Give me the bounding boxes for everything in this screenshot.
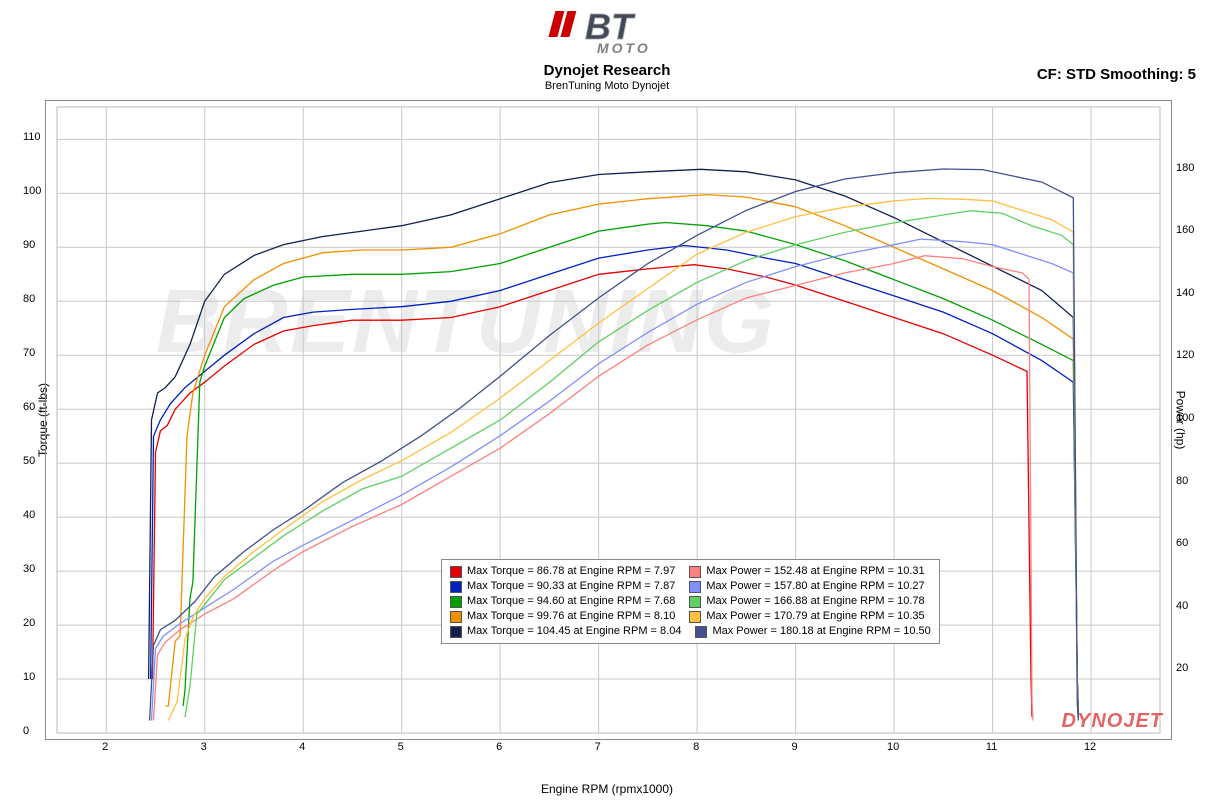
logo-moto-text: MOTO — [597, 40, 651, 55]
legend-row: Max Torque = 104.45 at Engine RPM = 8.04… — [450, 624, 931, 639]
axis-tick: 3 — [201, 741, 207, 753]
axis-tick: 60 — [23, 401, 35, 413]
torque-1 — [153, 265, 1033, 717]
axis-tick: 100 — [23, 185, 41, 197]
axis-tick: 90 — [23, 239, 35, 251]
torque-2 — [151, 246, 1079, 717]
legend-torque-text: Max Torque = 104.45 at Engine RPM = 8.04 — [467, 624, 681, 639]
axis-tick: 40 — [23, 509, 35, 521]
legend-power-text: Max Power = 170.79 at Engine RPM = 10.35 — [706, 609, 924, 624]
legend-torque-text: Max Torque = 99.76 at Engine RPM = 8.10 — [467, 609, 675, 624]
axis-tick: 80 — [1176, 475, 1188, 487]
bt-moto-logo: BT MOTO — [535, 5, 685, 60]
plot-frame: BRENTUNING Max Torque = 86.78 at Engine … — [45, 100, 1172, 740]
axis-tick: 120 — [1176, 349, 1194, 361]
x-axis-label: Engine RPM (rpmx1000) — [0, 782, 1214, 796]
legend-row: Max Torque = 94.60 at Engine RPM = 7.68 M… — [450, 594, 931, 609]
axis-tick: 5 — [398, 741, 404, 753]
legend-swatch — [689, 596, 701, 608]
axis-tick: 70 — [23, 347, 35, 359]
cf-smoothing-label: CF: STD Smoothing: 5 — [1037, 66, 1196, 83]
axis-tick: 50 — [23, 455, 35, 467]
legend-swatch — [689, 581, 701, 593]
legend-power-text: Max Power = 180.18 at Engine RPM = 10.50 — [712, 624, 930, 639]
legend-row: Max Torque = 86.78 at Engine RPM = 7.97 M… — [450, 564, 931, 579]
legend-swatch — [689, 611, 701, 623]
legend-swatch — [450, 596, 462, 608]
axis-tick: 10 — [887, 741, 899, 753]
axis-tick: 40 — [1176, 600, 1188, 612]
page-root: BT MOTO Dynojet Research BrenTuning Moto… — [0, 0, 1214, 802]
legend-row: Max Torque = 99.76 at Engine RPM = 8.10 M… — [450, 609, 931, 624]
legend-swatch — [689, 566, 701, 578]
legend-swatch — [450, 611, 462, 623]
axis-tick: 4 — [299, 741, 305, 753]
axis-tick: 9 — [792, 741, 798, 753]
axis-tick: 11 — [986, 741, 997, 753]
chart-title: Dynojet Research — [0, 62, 1214, 79]
legend-swatch — [695, 626, 707, 638]
legend-power-text: Max Power = 166.88 at Engine RPM = 10.78 — [706, 594, 924, 609]
axis-tick: 160 — [1176, 224, 1194, 236]
axis-tick: 100 — [1176, 412, 1194, 424]
dynojet-watermark: DYNOJET — [1062, 710, 1163, 733]
power-1 — [154, 256, 1034, 721]
axis-tick: 60 — [1176, 537, 1188, 549]
axis-tick: 10 — [23, 671, 35, 683]
axis-tick: 7 — [595, 741, 601, 753]
legend-torque-text: Max Torque = 94.60 at Engine RPM = 7.68 — [467, 594, 675, 609]
legend-swatch — [450, 581, 462, 593]
axis-tick: 8 — [693, 741, 699, 753]
axis-tick: 20 — [1176, 662, 1188, 674]
axis-tick: 30 — [23, 563, 35, 575]
legend-swatch — [450, 566, 462, 578]
axis-tick: 110 — [23, 131, 41, 143]
power-3 — [185, 211, 1078, 721]
axis-tick: 6 — [496, 741, 502, 753]
axis-tick: 80 — [23, 293, 35, 305]
legend-power-text: Max Power = 152.48 at Engine RPM = 10.31 — [706, 564, 924, 579]
legend-torque-text: Max Torque = 90.33 at Engine RPM = 7.87 — [467, 579, 675, 594]
axis-tick: 140 — [1176, 287, 1194, 299]
axis-tick: 20 — [23, 617, 35, 629]
axis-tick: 12 — [1084, 741, 1096, 753]
chart-subtitle: BrenTuning Moto Dynojet — [0, 80, 1214, 92]
page-header: BT MOTO Dynojet Research BrenTuning Moto… — [0, 0, 1214, 94]
axis-tick: 0 — [23, 725, 29, 737]
axis-tick: 180 — [1176, 162, 1194, 174]
legend-row: Max Torque = 90.33 at Engine RPM = 7.87 M… — [450, 579, 931, 594]
title-block: Dynojet Research BrenTuning Moto Dynojet — [0, 62, 1214, 92]
legend-power-text: Max Power = 157.80 at Engine RPM = 10.27 — [706, 579, 924, 594]
legend-swatch — [450, 626, 462, 638]
legend-box: Max Torque = 86.78 at Engine RPM = 7.97M… — [441, 559, 940, 644]
legend-torque-text: Max Torque = 86.78 at Engine RPM = 7.97 — [467, 564, 675, 579]
axis-tick: 2 — [102, 741, 108, 753]
